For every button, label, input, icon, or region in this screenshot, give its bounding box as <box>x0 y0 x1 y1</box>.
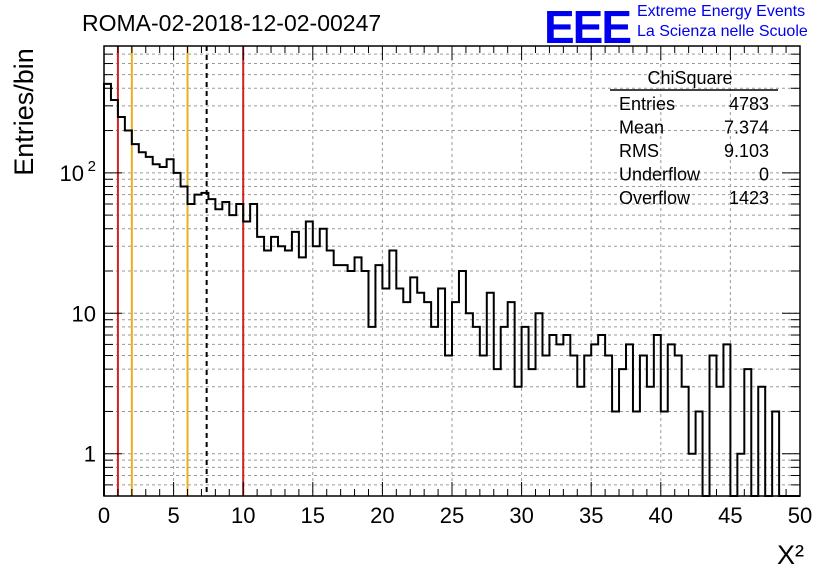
stats-label: RMS <box>619 141 659 161</box>
y-tick-label: 10 <box>60 161 84 186</box>
y-tick-label: 1 <box>84 442 96 467</box>
x-axis-label: X² <box>777 540 804 570</box>
x-tick-label: 35 <box>579 503 603 528</box>
stats-label: Entries <box>619 94 675 114</box>
y-axis-label: Entries/bin <box>9 48 39 176</box>
marker-lines <box>116 46 245 496</box>
stats-value: 0 <box>759 165 769 185</box>
stats-title: ChiSquare <box>647 68 732 88</box>
stats-value: 4783 <box>729 94 769 114</box>
chart-title: ROMA-02-2018-12-02-00247 <box>82 10 382 36</box>
histogram-bins <box>103 82 800 497</box>
stats-label: Underflow <box>619 165 701 185</box>
logo-line-1: Extreme Energy Events <box>637 3 806 20</box>
x-tick-label: 30 <box>509 503 533 528</box>
stats-label: Overflow <box>619 188 691 208</box>
x-tick-label: 40 <box>649 503 673 528</box>
x-tick-label: 20 <box>370 503 394 528</box>
stats-value: 1423 <box>729 188 769 208</box>
stats-box: ChiSquare Entries 4783 Mean 7.374 RMS 9.103 Und… <box>610 68 778 208</box>
x-tick-label: 45 <box>718 503 742 528</box>
x-tick-label: 25 <box>440 503 464 528</box>
x-tick-label: 10 <box>231 503 255 528</box>
y-tick-exponent: 2 <box>88 158 96 175</box>
x-axis: 0 5 10 15 20 25 30 35 40 45 50 <box>98 46 812 528</box>
eee-logo: EEE <box>544 1 632 53</box>
histogram-line <box>103 82 800 497</box>
x-tick-label: 0 <box>98 503 110 528</box>
x-tick-label: 15 <box>301 503 325 528</box>
stats-value: 9.103 <box>724 141 769 161</box>
logo-line-2: La Scienza nelle Scuole <box>637 23 808 40</box>
stats-label: Mean <box>619 118 664 138</box>
x-tick-label: 5 <box>167 503 179 528</box>
y-tick-label: 10 <box>72 301 96 326</box>
x-tick-label: 50 <box>788 503 812 528</box>
stats-value: 7.374 <box>724 118 769 138</box>
